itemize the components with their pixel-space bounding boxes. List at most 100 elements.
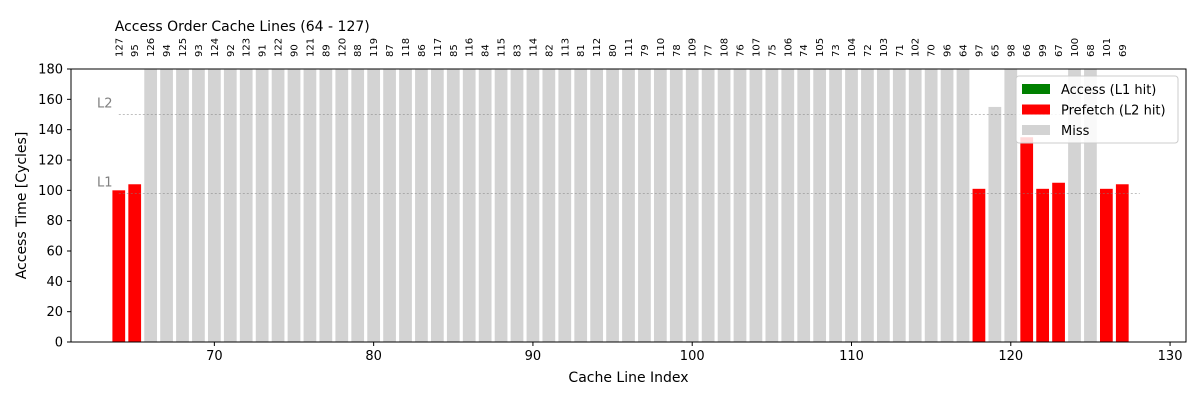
order-label-61: 100	[1070, 38, 1081, 57]
bar-104	[749, 69, 763, 342]
order-label-46: 73	[831, 44, 842, 57]
bar-84	[430, 69, 444, 342]
order-label-43: 106	[783, 38, 794, 57]
bar-90	[526, 69, 540, 342]
bar-80	[367, 69, 381, 342]
y-axis-label: Access Time [Cycles]	[14, 132, 30, 280]
bar-79	[351, 69, 365, 342]
legend-swatch-access	[1022, 84, 1050, 94]
order-label-59: 99	[1038, 44, 1049, 57]
order-label-51: 102	[911, 38, 922, 57]
x-tick-label-70: 70	[206, 349, 223, 364]
ref-label-l1: L1	[97, 175, 113, 190]
bar-69	[192, 69, 205, 342]
order-label-38: 77	[704, 44, 715, 57]
x-tick-label-110: 110	[839, 349, 864, 364]
bar-111	[861, 69, 874, 342]
y-tick-label-180: 180	[38, 63, 63, 78]
legend-label-prefetch: Prefetch (L2 hit)	[1061, 104, 1166, 119]
bar-117	[956, 69, 970, 342]
x-tick-label-90: 90	[525, 349, 542, 364]
order-label-20: 86	[417, 44, 428, 57]
bar-102	[717, 69, 731, 342]
bar-93	[574, 69, 588, 342]
legend-box	[1015, 75, 1179, 144]
legend-label-miss: Miss	[1061, 124, 1090, 139]
bar-94	[590, 69, 604, 342]
order-label-36: 78	[672, 44, 683, 57]
order-label-55: 97	[974, 44, 985, 57]
bar-108	[813, 69, 827, 342]
plot-frame	[70, 68, 1187, 343]
bar-100	[685, 69, 699, 342]
bar-95	[606, 69, 619, 342]
bar-122	[1036, 188, 1050, 342]
order-label-57: 98	[1006, 44, 1017, 57]
order-label-27: 114	[528, 38, 539, 57]
bar-107	[797, 69, 811, 342]
y-tick-label-120: 120	[38, 154, 63, 169]
order-label-39: 108	[720, 38, 731, 57]
bar-126	[1099, 188, 1113, 342]
order-label-29: 113	[560, 38, 571, 57]
bar-101	[701, 69, 715, 342]
order-label-7: 124	[210, 38, 221, 57]
y-tick-label-0: 0	[55, 336, 63, 351]
order-label-8: 92	[226, 44, 237, 57]
order-label-24: 84	[481, 44, 492, 57]
legend-swatch-prefetch	[1022, 104, 1050, 115]
bar-88	[494, 69, 508, 342]
bar-66	[144, 69, 158, 342]
order-label-18: 87	[385, 44, 396, 57]
order-label-64: 69	[1118, 44, 1129, 57]
order-label-19: 118	[401, 38, 412, 57]
y-tick-label-80: 80	[46, 214, 63, 229]
bar-123	[1052, 182, 1065, 342]
bar-72	[239, 69, 253, 342]
x-tick-label-130: 130	[1158, 349, 1183, 364]
bar-73	[255, 69, 269, 342]
x-axis-ticks: 70 80 90 100 110 120 130	[206, 342, 1182, 364]
legend-label-access: Access (L1 hit)	[1061, 83, 1156, 98]
order-label-48: 72	[863, 44, 874, 57]
bar-77	[319, 69, 333, 342]
ref-label-l2: L2	[97, 97, 113, 112]
bar-92	[558, 69, 572, 342]
x-axis-label: Cache Line Index	[568, 370, 688, 386]
order-label-44: 74	[799, 44, 810, 57]
bar-109	[829, 69, 842, 342]
bar-85	[446, 69, 460, 342]
bar-121	[1020, 137, 1034, 342]
bar-71	[223, 69, 237, 342]
order-label-37: 109	[688, 38, 699, 57]
order-label-17: 119	[369, 38, 380, 57]
x-tick-label-80: 80	[365, 349, 382, 364]
bars-group	[112, 69, 1129, 342]
order-label-42: 75	[767, 44, 778, 57]
bar-86	[462, 69, 476, 342]
bar-118	[972, 188, 986, 342]
order-label-2: 95	[130, 44, 141, 57]
order-label-6: 93	[194, 44, 205, 57]
order-label-62: 68	[1086, 44, 1097, 57]
order-label-56: 65	[990, 44, 1001, 57]
order-label-12: 90	[290, 44, 301, 57]
y-tick-label-40: 40	[46, 275, 63, 290]
order-label-60: 67	[1054, 44, 1065, 57]
order-label-35: 110	[656, 38, 667, 57]
bar-106	[781, 69, 795, 342]
bar-70	[207, 69, 221, 342]
order-label-30: 81	[576, 44, 587, 57]
order-label-14: 89	[321, 44, 332, 57]
order-label-1: 127	[114, 38, 125, 57]
bar-99	[669, 69, 683, 342]
legend-swatch-miss	[1022, 125, 1050, 135]
bar-64	[112, 190, 126, 342]
bar-67	[160, 69, 173, 342]
order-label-25: 115	[497, 38, 508, 57]
order-label-33: 111	[624, 38, 635, 57]
order-label-58: 66	[1022, 44, 1033, 57]
bar-97	[638, 69, 651, 342]
order-label-40: 76	[736, 44, 747, 57]
legend: Access (L1 hit) Prefetch (L2 hit) Miss	[1015, 75, 1179, 144]
